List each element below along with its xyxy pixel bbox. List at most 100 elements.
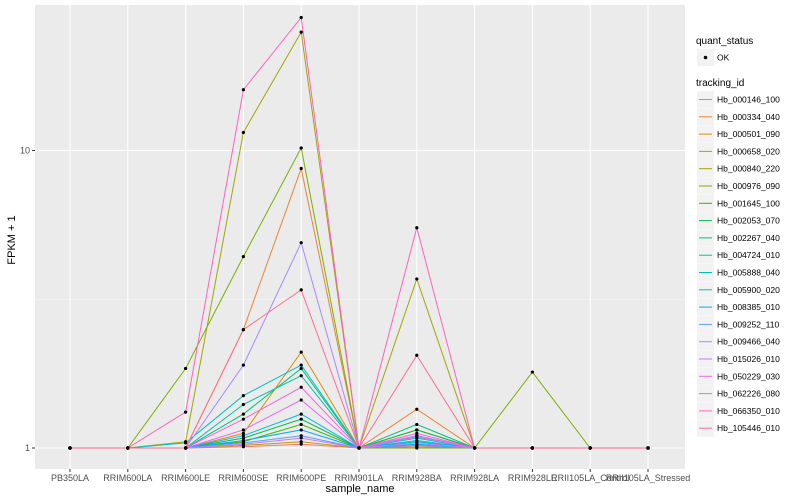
x-tick-label: RRIM600LA [103, 473, 152, 483]
data-point [299, 15, 303, 20]
data-point [241, 394, 245, 398]
data-point [241, 436, 245, 440]
data-point [415, 438, 419, 443]
data-point [299, 436, 303, 440]
legend-label: Hb_001645_100 [717, 198, 780, 208]
data-point [184, 366, 188, 371]
x-tick-label: RRIM600PE [276, 473, 326, 483]
x-tick-label: RRIM928LE [508, 473, 557, 483]
x-axis: PB350LA RRIM600LA RRIM600LE RRIM600SE RRIM60… [51, 469, 690, 483]
y-tick-label: 1 [25, 443, 30, 453]
legend-label: Hb_005900_020 [717, 285, 780, 295]
x-tick-label: RRIM901LA [334, 473, 383, 483]
legend-label: Hb_000334_040 [717, 112, 780, 122]
legend-title-quant-status: quant_status [696, 36, 753, 47]
data-point [415, 443, 419, 448]
data-point [299, 30, 303, 34]
legend-label: Hb_009252_110 [717, 319, 780, 329]
data-point [473, 446, 477, 450]
legend-label: Hb_062226_080 [717, 389, 780, 399]
legend-label: Hb_000658_020 [717, 146, 780, 156]
data-point [415, 435, 419, 439]
data-point [415, 277, 419, 281]
legend-label: Hb_002053_070 [717, 216, 780, 226]
data-point [241, 434, 245, 438]
legend-label: Hb_000976_090 [717, 181, 780, 191]
data-point [299, 412, 303, 416]
data-point [299, 166, 303, 171]
data-point [415, 428, 419, 432]
legend-label: Hb_015026_010 [717, 354, 780, 364]
x-tick-label: RRII105LA_Control [551, 473, 629, 483]
y-axis: 1 10 [20, 146, 35, 453]
legend-label: Hb_002267_040 [717, 233, 780, 243]
legend-quant-status: quant_status OK [696, 36, 753, 66]
major-gridlines [35, 5, 685, 469]
legend-title-tracking-id: tracking_id [696, 78, 744, 89]
data-point [530, 446, 535, 450]
data-point [530, 370, 535, 374]
x-axis-title: sample_name [325, 483, 394, 495]
data-point [415, 422, 419, 427]
legend-label-ok: OK [717, 53, 730, 63]
data-point [646, 446, 650, 450]
y-tick-label: 10 [20, 146, 30, 156]
x-tick-label: RRIM600SE [218, 473, 268, 483]
data-point [299, 288, 303, 292]
data-point [241, 402, 245, 407]
x-tick-label: RRIM928BA [392, 473, 442, 483]
x-tick-label: RRIM600LE [161, 473, 210, 483]
legend-label: Hb_009466_040 [717, 337, 780, 347]
data-point [241, 442, 245, 446]
data-point [299, 428, 303, 432]
plot-panel [35, 5, 685, 469]
data-point [241, 88, 245, 92]
data-point [241, 130, 245, 135]
data-point [241, 428, 245, 432]
data-point [299, 440, 303, 444]
legend-tracking-id: tracking_id Hb_000146_100Hb_000334_040Hb… [696, 78, 780, 437]
data-point [299, 422, 303, 427]
series-points [68, 15, 650, 450]
data-point [299, 366, 303, 371]
data-point [126, 446, 130, 450]
data-point [299, 146, 303, 150]
data-point [299, 417, 303, 421]
legend-label: Hb_000501_090 [717, 129, 780, 139]
y-axis-title: FPKM + 1 [6, 215, 18, 264]
x-tick-label: PB350LA [51, 473, 89, 483]
data-point [415, 353, 419, 357]
legend-label: Hb_066350_010 [717, 406, 780, 416]
legend-label: Hb_008385_010 [717, 302, 780, 312]
data-point [299, 374, 303, 378]
legend-label: Hb_105446_010 [717, 423, 780, 433]
legend-label: Hb_004724_010 [717, 250, 780, 260]
data-point [299, 398, 303, 402]
legend-label: Hb_000840_220 [717, 164, 780, 174]
data-point [241, 438, 245, 443]
data-point [299, 363, 303, 367]
legend-label: Hb_005888_040 [717, 268, 780, 278]
data-point [357, 446, 361, 450]
data-point [415, 226, 419, 230]
data-point [184, 446, 188, 450]
data-point [588, 446, 592, 450]
data-point [241, 412, 245, 416]
legend-label: Hb_050229_030 [717, 371, 780, 381]
data-point [184, 410, 188, 414]
data-point [299, 241, 303, 245]
data-point [415, 446, 419, 450]
data-point [299, 350, 303, 354]
data-point [184, 441, 188, 445]
data-point [241, 254, 245, 259]
legend-point-ok [703, 55, 708, 60]
data-point [241, 417, 245, 421]
data-point [241, 363, 245, 367]
data-point [415, 431, 419, 435]
x-tick-label: RRII105LA_Stressed [606, 473, 691, 483]
data-point [241, 431, 245, 435]
legend-items: Hb_000146_100 Hb_000334_040 Hb_000501_090 H… [697, 91, 780, 437]
data-point [68, 446, 72, 450]
x-tick-label: RRIM928LA [450, 473, 499, 483]
